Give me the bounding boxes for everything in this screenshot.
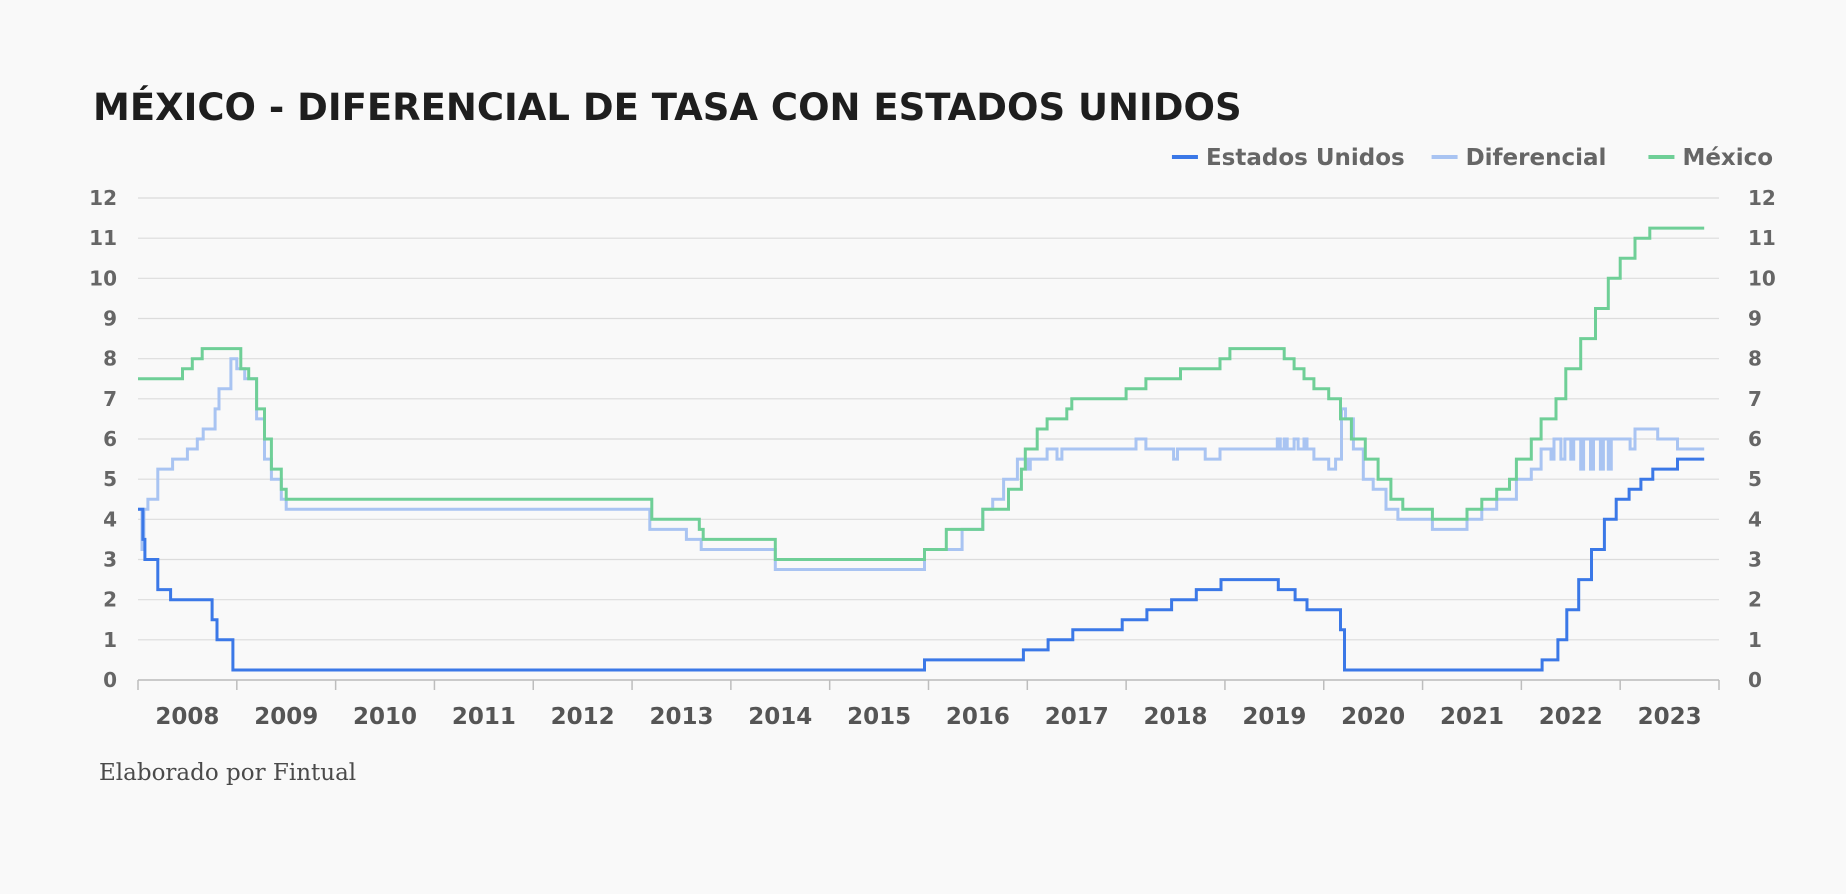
y-tick-right-5: 5 [1748,467,1762,491]
x-label-2010: 2010 [353,704,417,730]
y-tick-left-0: 0 [103,668,117,692]
y-tick-right-9: 9 [1748,307,1762,331]
y-tick-right-7: 7 [1748,387,1762,411]
x-label-2012: 2012 [551,704,615,730]
y-tick-left-12: 12 [89,186,117,210]
y-tick-right-10: 10 [1748,266,1776,290]
y-tick-left-8: 8 [103,347,117,371]
legend-label-m-xico: México [1682,145,1773,171]
x-label-2016: 2016 [946,704,1010,730]
legend-item-estados-unidos[interactable]: Estados Unidos [1171,145,1405,171]
legend-item-m-xico[interactable]: México [1648,145,1773,171]
series-line-estados-unidos [138,457,1705,672]
y-tick-left-6: 6 [103,427,117,451]
y-tick-right-6: 6 [1748,427,1762,451]
x-label-2009: 2009 [254,704,318,730]
x-label-2017: 2017 [1045,704,1109,730]
x-label-2015: 2015 [847,704,911,730]
legend-item-diferencial[interactable]: Diferencial [1431,145,1607,171]
y-tick-left-2: 2 [103,588,117,612]
y-tick-right-4: 4 [1748,507,1762,531]
y-tick-left-1: 1 [103,628,117,652]
x-label-2008: 2008 [155,704,219,730]
y-tick-left-11: 11 [89,226,117,250]
grid-layer [138,197,1719,681]
footer-credit: Elaborado por Fintual [99,760,357,786]
legend-label-diferencial: Diferencial [1466,145,1607,171]
x-label-2019: 2019 [1242,704,1306,730]
y-tick-right-3: 3 [1748,548,1762,572]
series-line-diferencial [138,357,1705,571]
series-line-m-xico [138,226,1705,561]
y-tick-left-10: 10 [89,266,117,290]
y-tick-right-1: 1 [1748,628,1762,652]
y-tick-right-11: 11 [1748,226,1776,250]
legend[interactable]: Estados Unidos Diferencial México [1171,145,1773,171]
x-label-2023: 2023 [1638,704,1702,730]
y-tick-left-5: 5 [103,467,117,491]
x-label-2014: 2014 [748,704,812,730]
x-label-2013: 2013 [649,704,713,730]
y-tick-left-4: 4 [103,507,117,531]
x-label-2020: 2020 [1341,704,1405,730]
y-tick-left-3: 3 [103,548,117,572]
y-tick-left-7: 7 [103,387,117,411]
x-label-2011: 2011 [452,704,516,730]
y-tick-left-9: 9 [103,307,117,331]
x-label-2022: 2022 [1539,704,1603,730]
x-label-2018: 2018 [1144,704,1208,730]
y-tick-right-2: 2 [1748,588,1762,612]
series-layer [138,226,1705,672]
y-tick-right-8: 8 [1748,347,1762,371]
chart-title: MÉXICO - DIFERENCIAL DE TASA CON ESTADOS… [93,85,1242,129]
legend-label-estados-unidos: Estados Unidos [1206,145,1405,171]
y-tick-right-12: 12 [1748,186,1776,210]
y-tick-right-0: 0 [1748,668,1762,692]
x-label-2021: 2021 [1440,704,1504,730]
